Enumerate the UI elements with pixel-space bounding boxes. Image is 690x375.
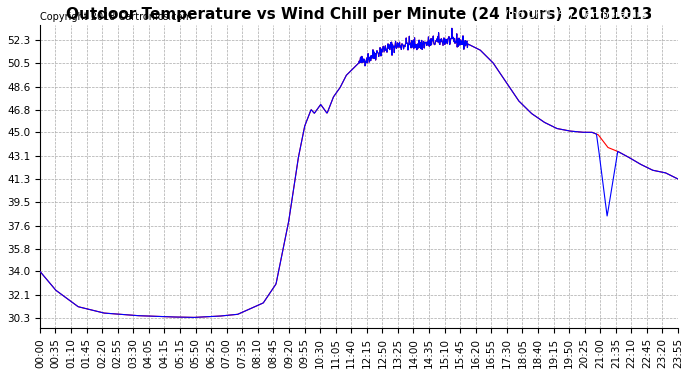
Text: Copyright 2018 Cartronics.com: Copyright 2018 Cartronics.com: [40, 12, 192, 22]
Title: Outdoor Temperature vs Wind Chill per Minute (24 Hours) 20181013: Outdoor Temperature vs Wind Chill per Mi…: [66, 7, 652, 22]
Legend: Wind Chill (°F), Temperature (°F): Wind Chill (°F), Temperature (°F): [492, 6, 673, 23]
